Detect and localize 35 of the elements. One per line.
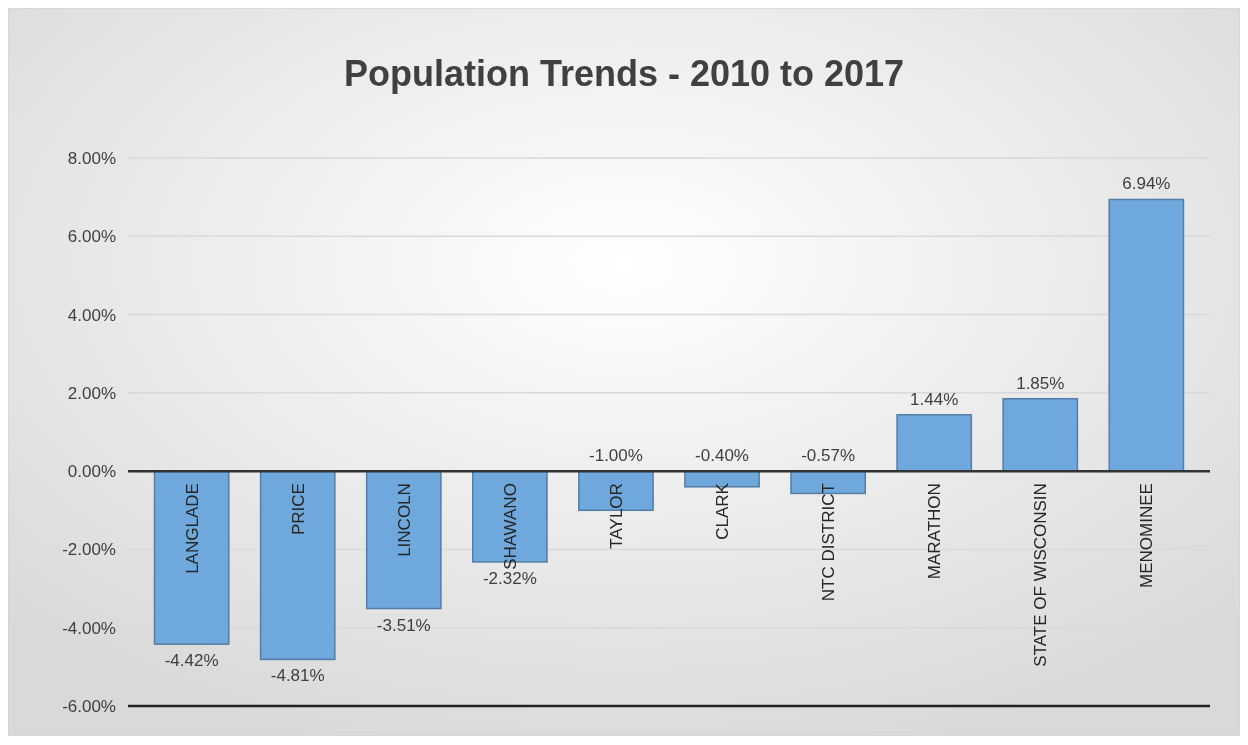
x-tick-label: SHAWANO — [500, 483, 520, 570]
chart-title: Population Trends - 2010 to 2017 — [343, 53, 905, 94]
y-tick-label: -6.00% — [62, 696, 116, 716]
x-tick-label: CLARK — [712, 482, 732, 540]
data-label: 6.94% — [1122, 174, 1171, 194]
x-tick-label: MARATHON — [925, 483, 945, 580]
data-label: -0.40% — [695, 446, 749, 466]
x-tick-label: MENOMINEE — [1137, 483, 1157, 588]
data-label: -4.42% — [164, 651, 219, 671]
data-label: -1.00% — [589, 446, 643, 466]
x-tick-label: STATE OF WISCONSIN — [1031, 483, 1051, 667]
data-label: -3.51% — [376, 615, 431, 635]
bar — [365, 470, 442, 610]
y-tick-label: 0.00% — [67, 462, 116, 482]
y-tick-label: -2.00% — [62, 540, 116, 560]
data-label: -2.32% — [482, 568, 537, 588]
x-tick-label: TAYLOR — [606, 483, 626, 549]
data-label: -0.57% — [801, 446, 856, 466]
bar — [1108, 198, 1185, 472]
x-tick-label: NTC DISTRICT — [819, 483, 839, 602]
bar — [1002, 397, 1079, 472]
x-tick-label: LANGLADE — [182, 483, 202, 574]
bar — [896, 414, 973, 472]
y-tick-label: -4.00% — [62, 618, 116, 638]
bar — [259, 470, 336, 661]
x-tick-label: PRICE — [288, 483, 308, 536]
y-tick-label: 8.00% — [67, 148, 116, 168]
data-label: -4.81% — [270, 666, 325, 686]
data-label: 1.44% — [910, 389, 959, 409]
y-tick-label: 4.00% — [67, 305, 116, 325]
y-tick-label: 2.00% — [67, 383, 116, 403]
y-tick-label: 6.00% — [67, 227, 116, 247]
bar — [153, 470, 230, 645]
data-label: 1.85% — [1016, 373, 1065, 393]
x-tick-label: LINCOLN — [394, 483, 414, 557]
